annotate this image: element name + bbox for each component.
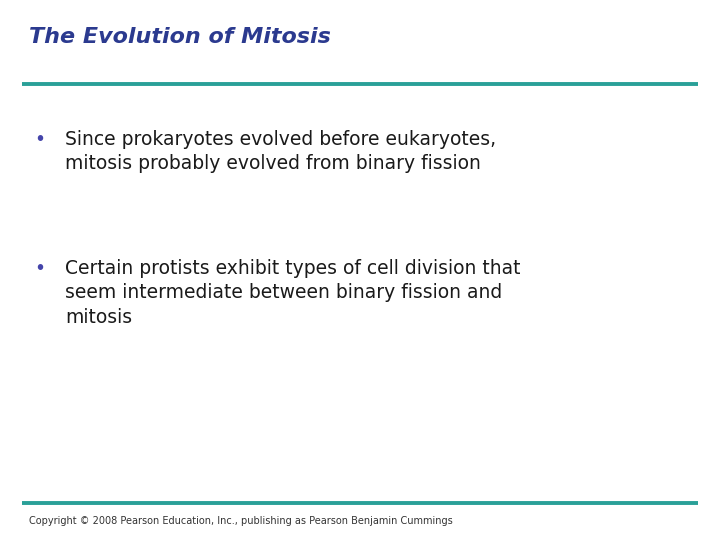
Text: Copyright © 2008 Pearson Education, Inc., publishing as Pearson Benjamin Cumming: Copyright © 2008 Pearson Education, Inc.… xyxy=(29,516,453,526)
Text: Certain protists exhibit types of cell division that
seem intermediate between b: Certain protists exhibit types of cell d… xyxy=(65,259,521,327)
Text: •: • xyxy=(34,130,45,148)
Text: The Evolution of Mitosis: The Evolution of Mitosis xyxy=(29,27,330,47)
Text: Since prokaryotes evolved before eukaryotes,
mitosis probably evolved from binar: Since prokaryotes evolved before eukaryo… xyxy=(65,130,496,173)
Text: •: • xyxy=(34,259,45,278)
